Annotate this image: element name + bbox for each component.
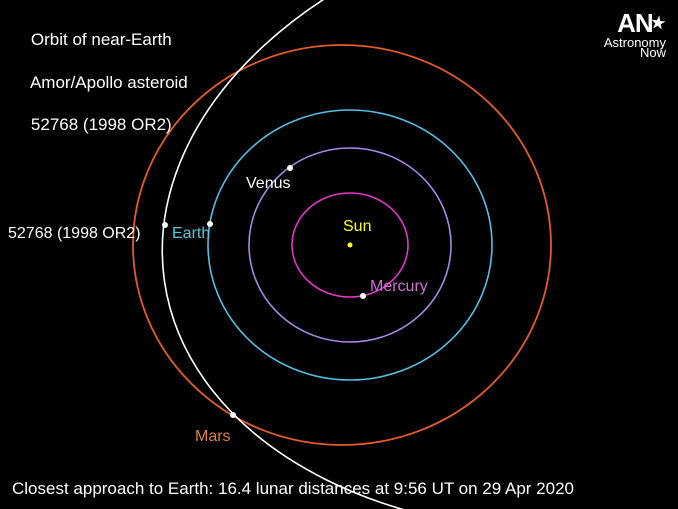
- venus-label: Venus: [246, 175, 290, 193]
- diagram-title: Orbit of near-Earth Amor/Apollo asteroid…: [12, 8, 188, 157]
- title-line2: Amor/Apollo asteroid: [30, 73, 188, 92]
- caption-text: Closest approach to Earth: 16.4 lunar di…: [12, 479, 574, 499]
- mars-label: Mars: [195, 428, 231, 446]
- title-line1: Orbit of near-Earth: [31, 30, 172, 49]
- title-line3: 52768 (1998 OR2): [31, 115, 172, 134]
- orbit-diagram: Orbit of near-Earth Amor/Apollo asteroid…: [0, 0, 678, 509]
- mercury-label: Mercury: [370, 278, 428, 296]
- publisher-logo: AN★ Astronomy Now: [604, 8, 666, 59]
- sun-label: Sun: [343, 218, 371, 236]
- asteroid-label: 52768 (1998 OR2): [8, 225, 141, 243]
- earth-label: Earth: [172, 225, 210, 243]
- star-icon: ★: [649, 12, 665, 34]
